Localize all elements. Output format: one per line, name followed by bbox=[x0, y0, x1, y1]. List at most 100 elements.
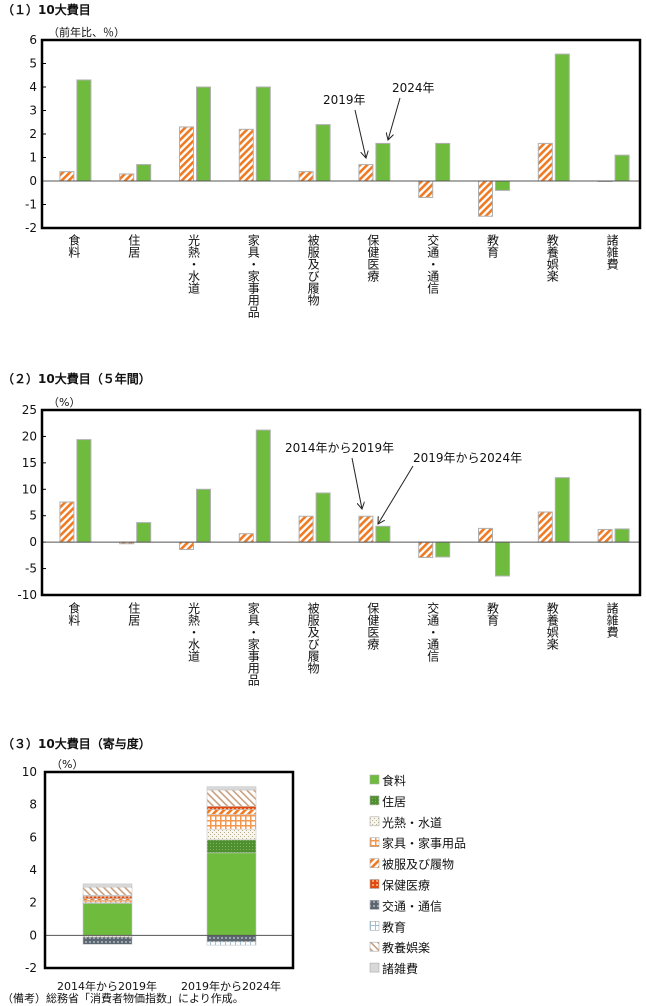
bar-series2 bbox=[375, 525, 391, 543]
bar-series2 bbox=[554, 53, 570, 182]
y-tick-label: 10 bbox=[22, 482, 37, 496]
legend-swatch bbox=[369, 837, 380, 848]
x-tick-label: 食料 bbox=[67, 233, 81, 258]
y-tick-label: -2 bbox=[25, 221, 37, 235]
annotation-arrow bbox=[388, 97, 401, 140]
bar-series1 bbox=[238, 128, 254, 182]
legend-label: 保健医療 bbox=[382, 879, 430, 893]
bar-series1 bbox=[478, 527, 493, 543]
bar-series1 bbox=[59, 501, 75, 543]
annotation-arrow bbox=[378, 465, 414, 524]
x-tick-label: 住居 bbox=[127, 234, 141, 259]
stack-segment bbox=[82, 903, 133, 936]
legend-label: 食料 bbox=[382, 773, 406, 788]
bar-series1 bbox=[298, 515, 314, 543]
x-tick-label: 家具・家事用品 bbox=[246, 233, 260, 318]
annotation-label: 2019年 bbox=[323, 93, 366, 107]
stack-segment bbox=[206, 935, 257, 943]
chart-title: （１）10大費目 bbox=[2, 2, 91, 17]
y-tick-label: 25 bbox=[22, 403, 37, 417]
plot-frame bbox=[40, 38, 642, 230]
stack-segment bbox=[206, 786, 257, 791]
y-tick-label: 0 bbox=[29, 535, 37, 549]
bar-series2 bbox=[315, 492, 331, 543]
stack-segment bbox=[206, 814, 257, 830]
x-tick-label: 保健医療 bbox=[366, 234, 380, 282]
bar-series1 bbox=[358, 164, 374, 182]
bar-series2 bbox=[136, 164, 152, 182]
stack-segment bbox=[206, 805, 257, 810]
y-tick-label: 2 bbox=[29, 896, 37, 910]
bar-series2 bbox=[554, 477, 570, 543]
annotation-label: 2019年から2024年 bbox=[413, 451, 522, 465]
legend-swatch bbox=[369, 858, 380, 868]
legend-label: 家具・家事用品 bbox=[382, 836, 466, 851]
stack-segment bbox=[82, 886, 133, 896]
annotation-label: 2024年 bbox=[392, 81, 435, 95]
y-tick-label: 4 bbox=[29, 863, 37, 877]
legend-label: 諸雑費 bbox=[382, 961, 418, 976]
x-tick-label: 諸雑費 bbox=[605, 601, 619, 638]
chart-2: （２）10大費目（５年間） （%） -10 -5 0 5 10 15 20 25 食料 住居 光熱・水道… bbox=[2, 371, 642, 686]
legend-swatch bbox=[369, 962, 380, 973]
chart-title: （２）10大費目（５年間） bbox=[2, 371, 151, 386]
stack-segment bbox=[206, 809, 257, 815]
y-tick-label: -1 bbox=[25, 198, 37, 212]
legend-label: 教育 bbox=[382, 919, 406, 934]
y-tick-label: -2 bbox=[25, 961, 37, 975]
x-tick-label: 被服及び履物 bbox=[306, 234, 320, 306]
bar-series2 bbox=[76, 79, 92, 182]
y-tick-label: 6 bbox=[29, 830, 37, 844]
bar-series2 bbox=[614, 528, 630, 543]
bar-series2 bbox=[435, 541, 451, 558]
bar-series1 bbox=[119, 173, 135, 182]
x-tick-label: 光熱・水道 bbox=[187, 234, 201, 294]
bar-series1 bbox=[179, 126, 194, 182]
y-axis-label: （%） bbox=[51, 758, 83, 771]
bar-series2 bbox=[375, 142, 391, 182]
legend-label: 光熱・水道 bbox=[382, 816, 442, 830]
annotation-label: 2014年から2019年 bbox=[285, 441, 394, 455]
stack-segment bbox=[82, 899, 133, 903]
bar-series1 bbox=[179, 541, 194, 551]
bar-series2 bbox=[255, 86, 271, 182]
x-tick-label: 保健医療 bbox=[366, 602, 380, 650]
bar-series2 bbox=[136, 522, 152, 543]
legend-label: 教養娯楽 bbox=[382, 940, 430, 955]
chart-3: （３）10大費目（寄与度） （%） -2 0 2 4 6 8 10 2014年から2019年 201… bbox=[2, 736, 466, 993]
chart-1: （１）10大費目 （前年比、％） -2 -1 0 1 2 3 4 5 6 食料 住居 光熱・水道 家具・家事… bbox=[2, 2, 642, 318]
bar-series2 bbox=[495, 180, 510, 191]
x-tick-label: 2019年から2024年 bbox=[181, 979, 281, 993]
y-tick-label: 8 bbox=[29, 798, 37, 812]
x-tick-label: 光熱・水道 bbox=[187, 602, 201, 662]
x-tick-label: 被服及び履物 bbox=[306, 602, 320, 674]
x-tick-label: 教育 bbox=[486, 601, 500, 627]
footnote: （備考）総務省「消費者物価指数」により作成。 bbox=[2, 991, 244, 1005]
bar-series1 bbox=[537, 511, 553, 543]
legend-swatch bbox=[369, 941, 380, 952]
x-tick-label: 交通・通信 bbox=[426, 233, 440, 295]
y-tick-label: 3 bbox=[29, 104, 37, 118]
legend-swatch bbox=[369, 900, 380, 910]
x-tick-label: 諸雑費 bbox=[605, 233, 619, 270]
bar-series2 bbox=[196, 488, 211, 543]
bar-series2 bbox=[255, 429, 271, 543]
plot-frame bbox=[40, 408, 642, 597]
x-tick-label: 交通・通信 bbox=[426, 601, 440, 663]
stack-segment bbox=[206, 828, 257, 841]
stack-segment bbox=[82, 895, 133, 899]
legend-swatch bbox=[369, 879, 380, 889]
x-tick-label: 2014年から2019年 bbox=[57, 979, 157, 993]
stack-segment bbox=[206, 941, 257, 946]
y-tick-label: -10 bbox=[17, 588, 37, 602]
y-tick-label: 5 bbox=[29, 57, 37, 71]
x-tick-label: 教養娯楽 bbox=[545, 601, 559, 650]
bar-series2 bbox=[614, 154, 630, 182]
y-tick-label: 1 bbox=[29, 151, 37, 165]
bar-series2 bbox=[495, 541, 510, 577]
y-tick-label: 20 bbox=[22, 429, 37, 443]
bar-series1 bbox=[418, 541, 434, 558]
legend-label: 被服及び履物 bbox=[382, 858, 454, 872]
